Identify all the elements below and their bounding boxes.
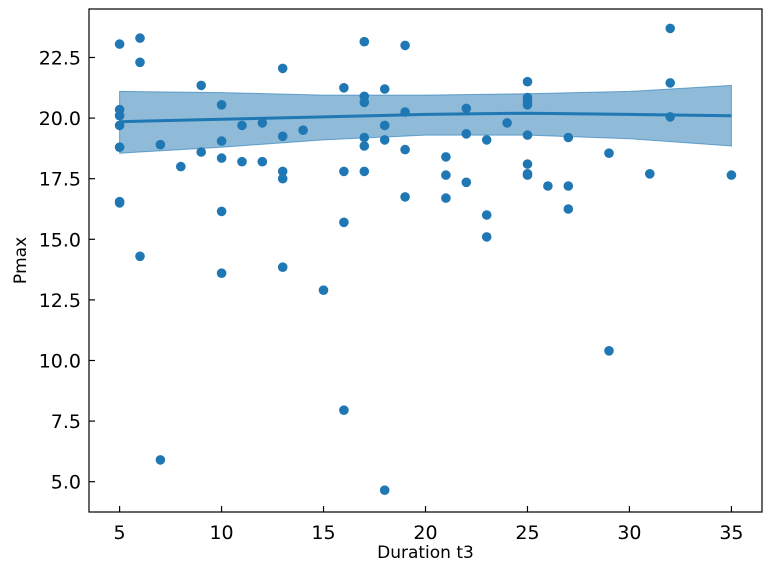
data-point [604, 346, 614, 356]
data-point [339, 166, 349, 177]
data-point [645, 169, 655, 179]
data-point [502, 118, 512, 128]
data-point [359, 141, 370, 151]
data-point [216, 206, 227, 217]
data-point [216, 100, 227, 110]
data-point [237, 120, 247, 131]
data-point [379, 135, 390, 145]
data-point [277, 173, 288, 184]
x-tick-label: 30 [617, 522, 641, 544]
data-point [257, 156, 268, 167]
data-point [441, 170, 451, 180]
y-tick-label: 17.5 [39, 169, 81, 191]
x-axis-ticks: 5 10 15 20 25 30 35 [114, 506, 744, 544]
data-point [339, 217, 349, 228]
data-point [359, 166, 370, 177]
data-point [726, 170, 737, 180]
data-point [257, 118, 268, 128]
y-tick-label: 22.5 [39, 47, 81, 69]
x-tick-label: 35 [719, 522, 743, 544]
data-point [400, 107, 410, 117]
data-point [522, 159, 533, 169]
data-point [400, 144, 410, 155]
data-point [318, 285, 329, 296]
data-point [114, 198, 125, 208]
data-point [522, 130, 533, 140]
data-point [481, 210, 492, 220]
y-tick-label: 15.0 [39, 229, 81, 251]
data-point [543, 181, 553, 191]
data-point [522, 100, 533, 110]
data-point [216, 153, 227, 163]
data-point [379, 84, 390, 94]
data-point [665, 78, 675, 88]
data-point [155, 139, 166, 150]
data-point [522, 170, 533, 180]
x-axis-label: Duration t3 [377, 543, 474, 563]
data-point [237, 156, 247, 167]
data-point [277, 262, 288, 273]
x-tick-label: 10 [209, 522, 233, 544]
data-point [441, 193, 451, 203]
y-tick-label: 10.0 [39, 350, 81, 372]
data-point [216, 136, 227, 146]
trend-line [119, 111, 732, 124]
data-point [379, 485, 390, 496]
data-point [379, 120, 390, 131]
plot-frame [88, 8, 763, 513]
data-point [176, 161, 186, 172]
data-point [400, 40, 410, 51]
data-point [114, 120, 125, 131]
y-tick-label: 20.0 [39, 108, 81, 130]
data-point [563, 181, 574, 191]
y-axis-label: Pmax [11, 237, 31, 284]
data-point [461, 177, 472, 188]
data-point [665, 112, 675, 122]
x-tick-label: 25 [515, 522, 539, 544]
data-point [481, 135, 492, 145]
data-point [563, 204, 574, 214]
data-point [114, 110, 125, 121]
trend-line-layer [119, 111, 732, 124]
y-tick-label: 5.0 [51, 472, 81, 494]
data-point [481, 232, 492, 242]
data-point [359, 36, 370, 47]
data-point [196, 80, 206, 91]
data-point [277, 166, 288, 177]
data-point [155, 455, 166, 465]
data-point [298, 125, 308, 135]
data-point [461, 129, 472, 139]
data-point [114, 142, 125, 152]
data-point [339, 405, 349, 416]
data-point [135, 251, 145, 262]
data-point [665, 23, 675, 34]
data-point [277, 131, 288, 142]
data-point [277, 63, 288, 74]
data-point [461, 103, 472, 114]
data-point [563, 132, 574, 143]
data-point [135, 33, 145, 43]
y-tick-label: 12.5 [39, 290, 81, 312]
x-tick-label: 20 [413, 522, 437, 544]
confidence-band [119, 84, 732, 154]
data-point [359, 97, 370, 108]
data-point [216, 268, 227, 279]
data-point [339, 83, 349, 93]
data-point [522, 76, 533, 87]
data-point [604, 148, 614, 158]
confidence-band-layer [119, 84, 732, 154]
data-point [114, 39, 125, 49]
data-point [441, 152, 451, 162]
data-point [196, 147, 206, 157]
y-tick-label: 7.5 [51, 411, 81, 433]
data-point [400, 192, 410, 202]
y-axis-ticks: 5.0 7.5 10.0 12.5 15.0 17.5 20.0 22.5 [39, 47, 95, 494]
data-points-layer [114, 23, 737, 496]
data-point [135, 57, 145, 68]
x-tick-label: 5 [114, 522, 126, 544]
data-point [359, 132, 370, 143]
x-tick-label: 15 [311, 522, 335, 544]
